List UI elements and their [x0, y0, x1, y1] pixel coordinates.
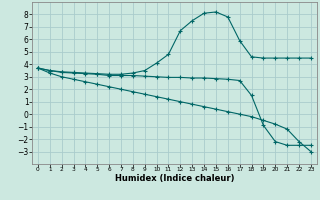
X-axis label: Humidex (Indice chaleur): Humidex (Indice chaleur) — [115, 174, 234, 183]
